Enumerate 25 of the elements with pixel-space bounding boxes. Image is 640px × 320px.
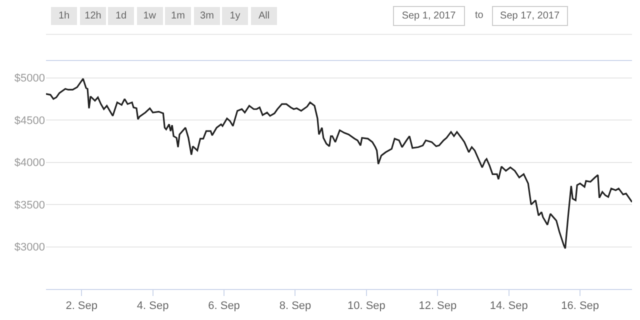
text: Sep 17, 2017	[500, 10, 560, 22]
y-tick-label: $4500	[14, 114, 45, 127]
text: 1h	[58, 10, 70, 22]
x-tick-label: 16. Sep	[561, 300, 600, 312]
line-series	[46, 78, 632, 250]
text: 1m	[171, 10, 185, 22]
x-tick-label: 6. Sep	[208, 300, 240, 312]
text: to	[475, 10, 484, 21]
text: All	[258, 10, 270, 22]
text: 1d	[115, 10, 127, 22]
text: Sep 1, 2017	[402, 10, 456, 22]
y-tick-label: $4000	[14, 157, 45, 170]
text: 12h	[84, 10, 102, 22]
x-tick-label: 10. Sep	[347, 300, 386, 312]
x-tick-label: 8. Sep	[279, 300, 312, 312]
text: 1y	[230, 10, 240, 22]
text: 1w	[143, 10, 157, 22]
y-tick-label: $5000	[14, 72, 45, 85]
y-tick-label: $3000	[14, 242, 45, 254]
x-tick-label: 12. Sep	[418, 300, 457, 312]
text: 3m	[200, 10, 214, 22]
x-tick-label: 14. Sep	[490, 300, 528, 312]
x-tick-label: 4. Sep	[136, 300, 169, 312]
y-tick-label: $3500	[14, 199, 45, 212]
x-tick-label: 2. Sep	[66, 300, 98, 312]
